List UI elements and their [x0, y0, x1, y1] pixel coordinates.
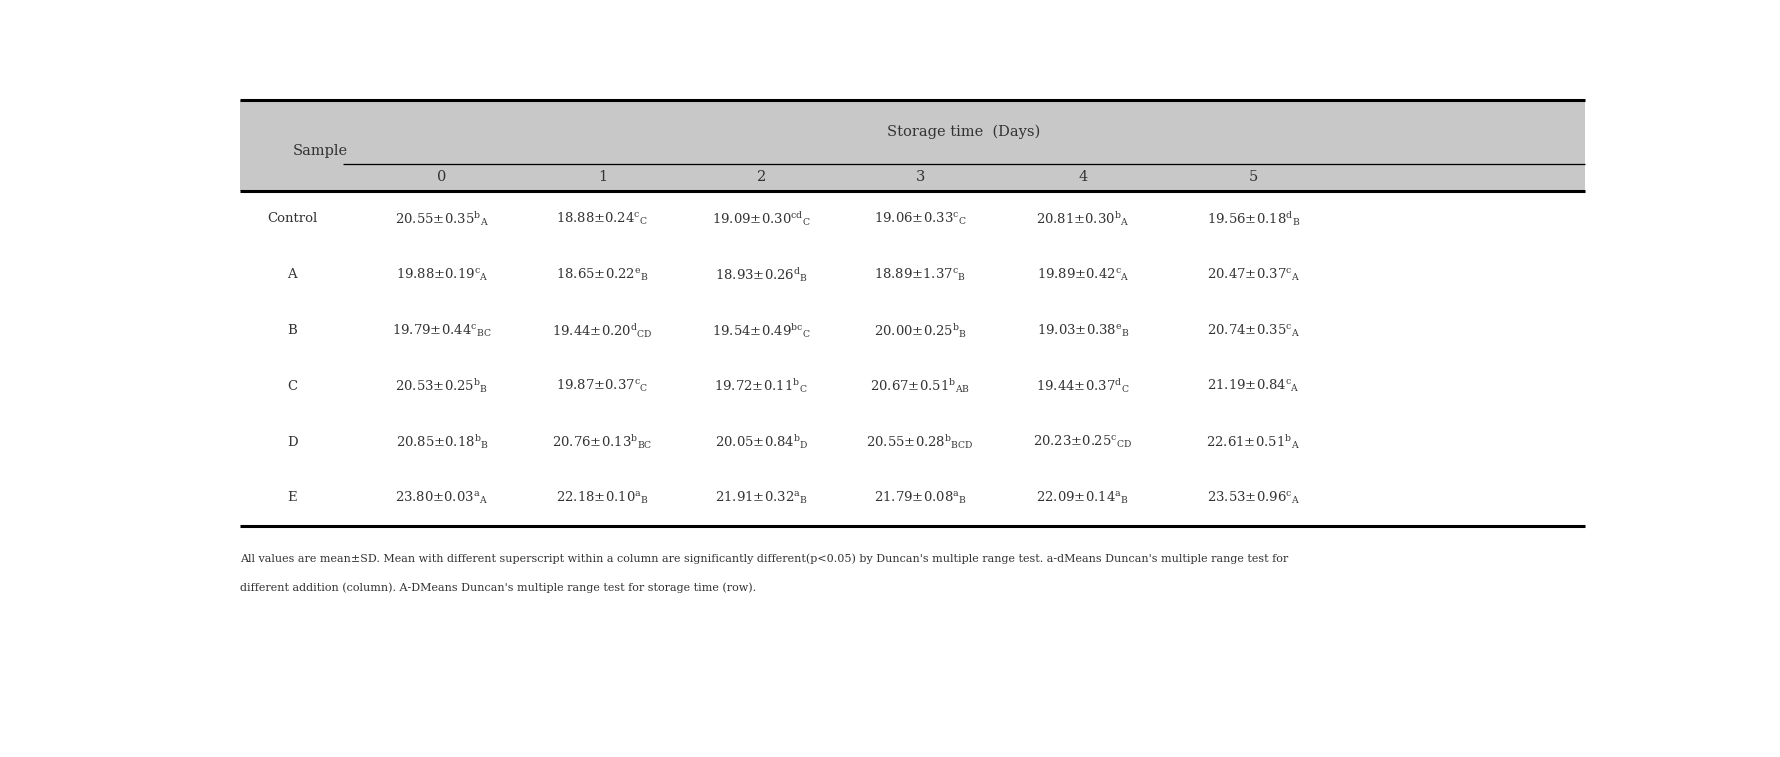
Text: 18.89±1.37$^{\mathregular{c}}$$_{\mathregular{B}}$: 18.89±1.37$^{\mathregular{c}}$$_{\mathre… — [874, 266, 965, 282]
Text: 22.09±0.14$^{\mathregular{a}}$$_{\mathregular{B}}$: 22.09±0.14$^{\mathregular{a}}$$_{\mathre… — [1036, 490, 1129, 506]
Text: 5: 5 — [1248, 170, 1257, 185]
Text: 20.76±0.13$^{\mathregular{b}}$$_{\mathregular{BC}}$: 20.76±0.13$^{\mathregular{b}}$$_{\mathre… — [552, 433, 651, 451]
Text: 19.88±0.19$^{\mathregular{c}}$$_{\mathregular{A}}$: 19.88±0.19$^{\mathregular{c}}$$_{\mathre… — [395, 266, 488, 282]
Text: 19.72±0.11$^{\mathregular{b}}$$_{\mathregular{C}}$: 19.72±0.11$^{\mathregular{b}}$$_{\mathre… — [714, 377, 808, 395]
Text: 21.91±0.32$^{\mathregular{a}}$$_{\mathregular{B}}$: 21.91±0.32$^{\mathregular{a}}$$_{\mathre… — [714, 490, 808, 506]
Text: 19.54±0.49$^{\mathregular{bc}}$$_{\mathregular{C}}$: 19.54±0.49$^{\mathregular{bc}}$$_{\mathr… — [712, 322, 810, 339]
Text: 20.55±0.28$^{\mathregular{b}}$$_{\mathregular{BCD}}$: 20.55±0.28$^{\mathregular{b}}$$_{\mathre… — [865, 433, 974, 451]
Text: 18.93±0.26$^{\mathregular{d}}$$_{\mathregular{B}}$: 18.93±0.26$^{\mathregular{d}}$$_{\mathre… — [714, 266, 808, 284]
Text: B: B — [287, 324, 297, 337]
Text: 20.47±0.37$^{\mathregular{c}}$$_{\mathregular{A}}$: 20.47±0.37$^{\mathregular{c}}$$_{\mathre… — [1207, 266, 1299, 282]
Text: 20.53±0.25$^{\mathregular{b}}$$_{\mathregular{B}}$: 20.53±0.25$^{\mathregular{b}}$$_{\mathre… — [395, 377, 488, 395]
Bar — [240, 100, 1584, 191]
Text: 4: 4 — [1077, 170, 1088, 185]
Text: 19.79±0.44$^{\mathregular{c}}$$_{\mathregular{BC}}$: 19.79±0.44$^{\mathregular{c}}$$_{\mathre… — [392, 322, 491, 338]
Text: 19.44±0.37$^{\mathregular{d}}$$_{\mathregular{C}}$: 19.44±0.37$^{\mathregular{d}}$$_{\mathre… — [1036, 377, 1129, 395]
Text: 19.89±0.42$^{\mathregular{c}}$$_{\mathregular{A}}$: 19.89±0.42$^{\mathregular{c}}$$_{\mathre… — [1036, 266, 1129, 282]
Text: 19.44±0.20$^{\mathregular{d}}$$_{\mathregular{CD}}$: 19.44±0.20$^{\mathregular{d}}$$_{\mathre… — [552, 322, 651, 339]
Text: 20.55±0.35$^{\mathregular{b}}$$_{\mathregular{A}}$: 20.55±0.35$^{\mathregular{b}}$$_{\mathre… — [395, 210, 488, 228]
Text: 20.00±0.25$^{\mathregular{b}}$$_{\mathregular{B}}$: 20.00±0.25$^{\mathregular{b}}$$_{\mathre… — [874, 322, 967, 339]
Text: 19.56±0.18$^{\mathregular{d}}$$_{\mathregular{B}}$: 19.56±0.18$^{\mathregular{d}}$$_{\mathre… — [1207, 210, 1299, 228]
Text: 23.80±0.03$^{\mathregular{a}}$$_{\mathregular{A}}$: 23.80±0.03$^{\mathregular{a}}$$_{\mathre… — [395, 490, 488, 506]
Text: 20.81±0.30$^{\mathregular{b}}$$_{\mathregular{A}}$: 20.81±0.30$^{\mathregular{b}}$$_{\mathre… — [1036, 210, 1129, 228]
Text: 18.88±0.24$^{\mathregular{c}}$$_{\mathregular{C}}$: 18.88±0.24$^{\mathregular{c}}$$_{\mathre… — [555, 210, 648, 227]
Text: 22.61±0.51$^{\mathregular{b}}$$_{\mathregular{A}}$: 22.61±0.51$^{\mathregular{b}}$$_{\mathre… — [1205, 433, 1299, 451]
Text: 1: 1 — [598, 170, 607, 185]
Text: Sample: Sample — [292, 145, 347, 158]
Text: Control: Control — [267, 213, 317, 226]
Text: E: E — [287, 491, 297, 504]
Text: 3: 3 — [915, 170, 924, 185]
Text: 0: 0 — [438, 170, 447, 185]
Text: 23.53±0.96$^{\mathregular{c}}$$_{\mathregular{A}}$: 23.53±0.96$^{\mathregular{c}}$$_{\mathre… — [1207, 490, 1299, 506]
Text: 22.18±0.10$^{\mathregular{a}}$$_{\mathregular{B}}$: 22.18±0.10$^{\mathregular{a}}$$_{\mathre… — [555, 490, 648, 506]
Text: 21.19±0.84$^{\mathregular{c}}$$_{\mathregular{A}}$: 21.19±0.84$^{\mathregular{c}}$$_{\mathre… — [1207, 378, 1299, 394]
Text: A: A — [287, 268, 297, 281]
Text: 2: 2 — [756, 170, 765, 185]
Text: All values are mean±SD. Mean with different superscript within a column are sign: All values are mean±SD. Mean with differ… — [240, 553, 1287, 564]
Text: 19.09±0.30$^{\mathregular{cd}}$$_{\mathregular{C}}$: 19.09±0.30$^{\mathregular{cd}}$$_{\mathr… — [712, 210, 810, 228]
Text: different addition (column). A-DMeans Duncan's multiple range test for storage t: different addition (column). A-DMeans Du… — [240, 582, 755, 593]
Text: 21.79±0.08$^{\mathregular{a}}$$_{\mathregular{B}}$: 21.79±0.08$^{\mathregular{a}}$$_{\mathre… — [874, 490, 967, 506]
Text: 20.85±0.18$^{\mathregular{b}}$$_{\mathregular{B}}$: 20.85±0.18$^{\mathregular{b}}$$_{\mathre… — [395, 433, 488, 451]
Text: 20.67±0.51$^{\mathregular{b}}$$_{\mathregular{AB}}$: 20.67±0.51$^{\mathregular{b}}$$_{\mathre… — [870, 377, 970, 395]
Text: Storage time  (Days): Storage time (Days) — [886, 125, 1040, 139]
Text: 19.06±0.33$^{\mathregular{c}}$$_{\mathregular{C}}$: 19.06±0.33$^{\mathregular{c}}$$_{\mathre… — [874, 210, 967, 227]
Text: D: D — [287, 435, 297, 449]
Text: 20.74±0.35$^{\mathregular{c}}$$_{\mathregular{A}}$: 20.74±0.35$^{\mathregular{c}}$$_{\mathre… — [1207, 322, 1299, 338]
Text: C: C — [287, 380, 297, 393]
Text: 20.23±0.25$^{\mathregular{c}}$$_{\mathregular{CD}}$: 20.23±0.25$^{\mathregular{c}}$$_{\mathre… — [1032, 434, 1132, 450]
Text: 19.03±0.38$^{\mathregular{e}}$$_{\mathregular{B}}$: 19.03±0.38$^{\mathregular{e}}$$_{\mathre… — [1036, 322, 1129, 338]
Text: 19.87±0.37$^{\mathregular{c}}$$_{\mathregular{C}}$: 19.87±0.37$^{\mathregular{c}}$$_{\mathre… — [555, 378, 648, 394]
Text: 18.65±0.22$^{\mathregular{e}}$$_{\mathregular{B}}$: 18.65±0.22$^{\mathregular{e}}$$_{\mathre… — [555, 266, 648, 282]
Text: 20.05±0.84$^{\mathregular{b}}$$_{\mathregular{D}}$: 20.05±0.84$^{\mathregular{b}}$$_{\mathre… — [714, 433, 808, 451]
